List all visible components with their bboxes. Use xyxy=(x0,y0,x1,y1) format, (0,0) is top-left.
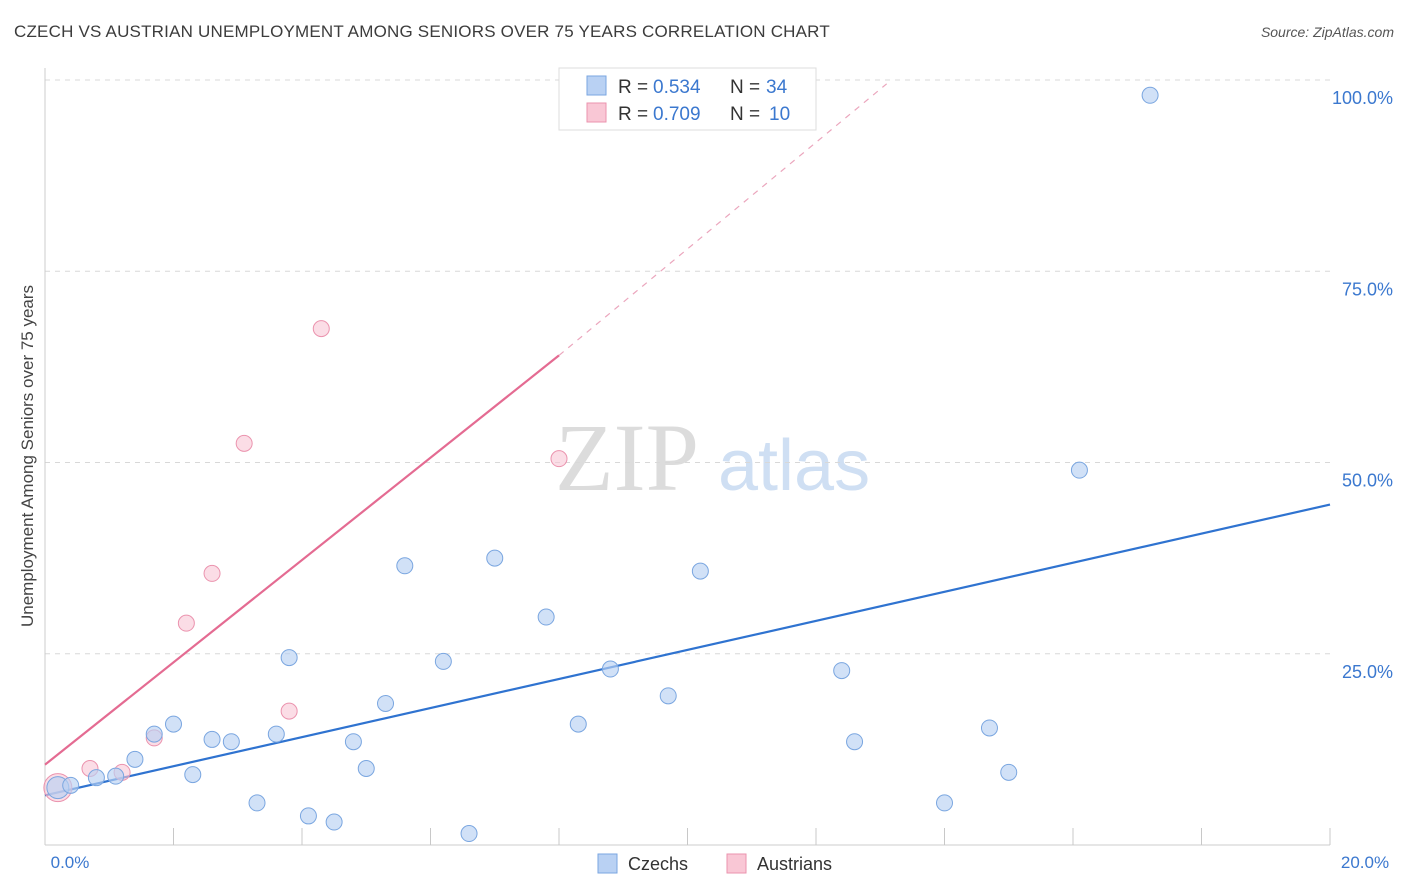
point-czechs-2 xyxy=(87,769,105,787)
x-tick-label-max: 20.0% xyxy=(1341,853,1389,872)
point-austrians-9 xyxy=(550,450,568,468)
legend-n-label-czechs: N = xyxy=(730,77,760,98)
point-czechs-7 xyxy=(184,766,202,784)
trendline-czechs xyxy=(44,503,1331,797)
point-czechs-28 xyxy=(846,733,864,751)
point-czechs-9 xyxy=(222,733,240,751)
y-tick-label-100: 100.0% xyxy=(1332,88,1393,108)
legend-swatch-austrians xyxy=(586,102,607,123)
point-czechs-4 xyxy=(126,750,144,768)
legend-bottom: Czechs Austrians xyxy=(597,853,832,874)
data-points xyxy=(43,86,1159,843)
y-tick-label-75: 75.0% xyxy=(1342,279,1393,299)
legend-n-value-czechs: 34 xyxy=(766,77,788,98)
point-czechs-30 xyxy=(980,719,998,737)
point-czechs-15 xyxy=(344,733,362,751)
point-czechs-6 xyxy=(165,715,182,733)
point-czechs-13 xyxy=(299,807,317,825)
point-czechs-23 xyxy=(569,715,587,733)
point-czechs-29 xyxy=(936,794,953,812)
source-label: Source: ZipAtlas.com xyxy=(1260,24,1394,40)
x-tick-label-min: 0.0% xyxy=(51,853,90,872)
legend-bottom-swatch-czechs xyxy=(597,853,618,874)
legend-bottom-label-austrians: Austrians xyxy=(757,854,832,874)
y-tick-label-50: 50.0% xyxy=(1342,471,1393,491)
y-tick-label-25: 25.0% xyxy=(1342,662,1393,682)
chart-title: CZECH VS AUSTRIAN UNEMPLOYMENT AMONG SEN… xyxy=(14,22,830,41)
point-czechs-24 xyxy=(601,660,619,678)
point-austrians-7 xyxy=(280,702,298,720)
legend-swatch-czechs xyxy=(586,75,607,96)
y-axis-label: Unemployment Among Seniors over 75 years xyxy=(18,285,37,627)
legend-r-value-austrians: 0.709 xyxy=(653,104,701,125)
point-czechs-16 xyxy=(357,760,375,777)
point-czechs-12 xyxy=(280,649,298,667)
legend-r-label-austrians: R = xyxy=(618,104,648,125)
point-czechs-26 xyxy=(691,562,709,580)
point-czechs-8 xyxy=(203,730,221,748)
point-austrians-8 xyxy=(312,320,330,338)
point-czechs-18 xyxy=(396,557,414,575)
point-austrians-5 xyxy=(203,564,221,582)
y-tick-labels: 25.0% 50.0% 75.0% 100.0% xyxy=(1332,88,1393,682)
point-czechs-33 xyxy=(1141,86,1159,104)
point-czechs-25 xyxy=(659,687,677,705)
point-czechs-31 xyxy=(1000,763,1018,781)
legend-r-value-czechs: 0.534 xyxy=(653,77,701,98)
legend-n-label-austrians: N = xyxy=(730,104,760,125)
point-czechs-1 xyxy=(62,776,80,794)
point-czechs-10 xyxy=(248,794,266,812)
watermark-atlas: atlas xyxy=(718,426,870,506)
trend-lines xyxy=(44,83,1331,797)
trendline-austrians xyxy=(44,354,560,766)
point-austrians-4 xyxy=(177,614,195,632)
point-czechs-32 xyxy=(1070,461,1088,479)
legend-bottom-label-czechs: Czechs xyxy=(628,854,688,874)
point-austrians-6 xyxy=(235,434,253,452)
legend-r-label-czechs: R = xyxy=(618,77,648,98)
legend-bottom-swatch-austrians xyxy=(726,853,747,874)
legend-top: R = 0.534 N = 34 R = 0.709 N = 10 xyxy=(558,67,817,131)
point-czechs-17 xyxy=(377,694,395,712)
point-czechs-21 xyxy=(486,549,504,567)
gridlines xyxy=(45,79,1330,655)
point-czechs-27 xyxy=(833,662,851,680)
point-czechs-5 xyxy=(145,725,163,743)
point-czechs-19 xyxy=(434,652,452,670)
x-ticks xyxy=(173,828,1331,845)
point-czechs-20 xyxy=(460,825,478,843)
point-czechs-11 xyxy=(267,725,285,743)
point-czechs-3 xyxy=(107,767,125,785)
watermark-zip: ZIP xyxy=(555,404,699,511)
point-czechs-22 xyxy=(537,608,555,626)
point-czechs-14 xyxy=(325,813,343,831)
legend-n-value-austrians: 10 xyxy=(769,104,790,125)
